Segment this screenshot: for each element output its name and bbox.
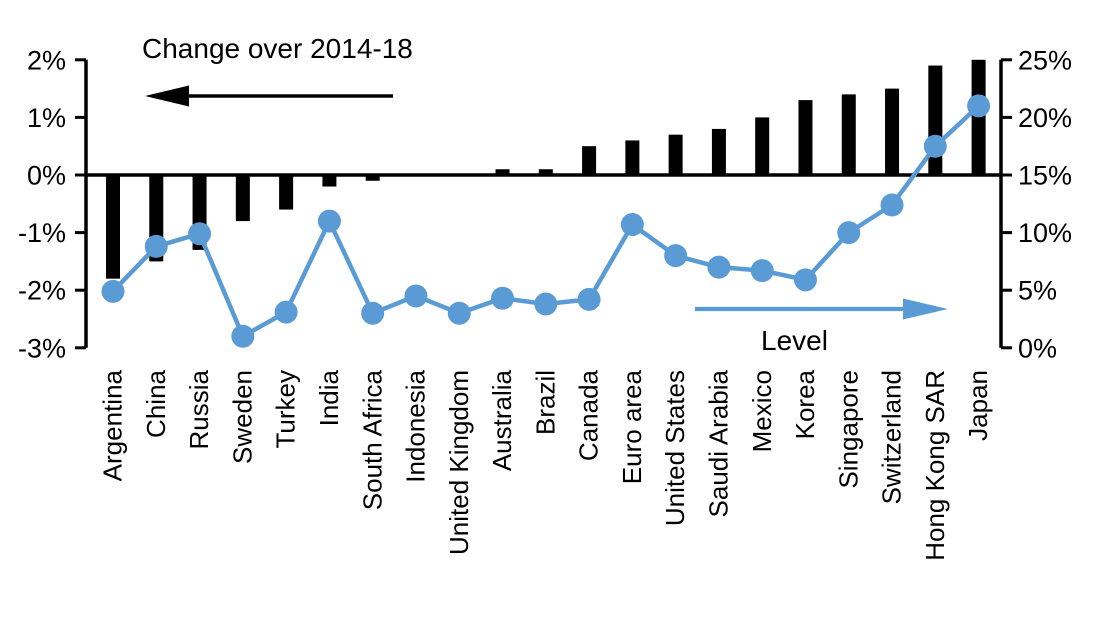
line-marker [491, 286, 515, 310]
left-axis-tick-label: 2% [27, 45, 66, 75]
right-axis-tick-label: 5% [1018, 276, 1057, 306]
right-axis-tick-label: 0% [1018, 333, 1057, 363]
category-label: Euro area [617, 369, 647, 484]
line-marker [404, 284, 428, 308]
category-label: Argentina [98, 369, 128, 481]
line-marker [664, 244, 688, 268]
change-arrow-left-icon [145, 85, 189, 107]
bar [841, 94, 856, 175]
category-label: United Kingdom [444, 370, 474, 555]
bar [668, 134, 683, 175]
bar [322, 175, 337, 187]
category-label: Mexico [747, 370, 777, 452]
line-marker [317, 209, 341, 233]
category-label: Japan [963, 370, 993, 441]
bar-series-label: Change over 2014-18 [142, 33, 413, 64]
bar [798, 100, 813, 175]
line-marker [707, 255, 731, 279]
line-marker [923, 134, 947, 158]
line-marker [534, 292, 558, 316]
bar [279, 175, 294, 210]
line-marker [750, 259, 774, 283]
category-label: India [314, 369, 344, 426]
right-axis-tick-label: 20% [1018, 103, 1072, 133]
bar [365, 175, 380, 181]
line-marker [274, 300, 298, 324]
bar [755, 117, 770, 175]
left-axis-tick-label: 0% [27, 160, 66, 190]
left-axis-tick-label: -3% [18, 333, 66, 363]
bar [495, 169, 510, 175]
right-axis-tick-label: 15% [1018, 160, 1072, 190]
category-label: Indonesia [401, 369, 431, 482]
category-label: South Africa [357, 369, 387, 510]
line-marker [620, 213, 644, 237]
category-label: Russia [184, 369, 214, 449]
left-axis-tick-label: -2% [18, 276, 66, 306]
bar [582, 146, 597, 175]
category-label: Switzerland [877, 370, 907, 504]
right-axis-tick-label: 10% [1018, 218, 1072, 248]
right-axis-tick-label: 25% [1018, 45, 1072, 75]
line-marker [231, 324, 255, 348]
bar [235, 175, 250, 222]
line-marker [447, 301, 471, 325]
category-label: China [141, 369, 171, 437]
category-label: Turkey [271, 370, 301, 449]
level-arrow-right-icon [903, 298, 948, 320]
left-axis-tick-label: -1% [18, 218, 66, 248]
category-label: United States [660, 370, 690, 526]
line-marker [361, 301, 385, 325]
line-marker [793, 268, 817, 292]
bar [538, 169, 553, 175]
left-axis-tick-label: 1% [27, 103, 66, 133]
category-label: Hong Kong SAR [920, 370, 950, 561]
bar [625, 140, 640, 175]
bar [106, 175, 120, 279]
line-marker [101, 279, 125, 303]
category-label: Sweden [227, 370, 257, 464]
line-marker [837, 221, 861, 245]
bar [711, 128, 726, 175]
line-marker [577, 287, 601, 311]
line-marker [144, 234, 168, 258]
category-label: Singapore [833, 370, 863, 489]
line-marker [967, 94, 991, 118]
bar [928, 65, 943, 175]
category-label: Australia [487, 369, 517, 471]
line-marker [880, 193, 904, 217]
category-label: Brazil [530, 370, 560, 435]
category-label: Korea [790, 369, 820, 439]
line-series-label: Level [761, 325, 828, 356]
bar [971, 59, 986, 175]
bar [885, 88, 900, 175]
category-label: Canada [574, 369, 604, 461]
category-label: Saudi Arabia [704, 369, 734, 517]
line-marker [188, 222, 212, 246]
